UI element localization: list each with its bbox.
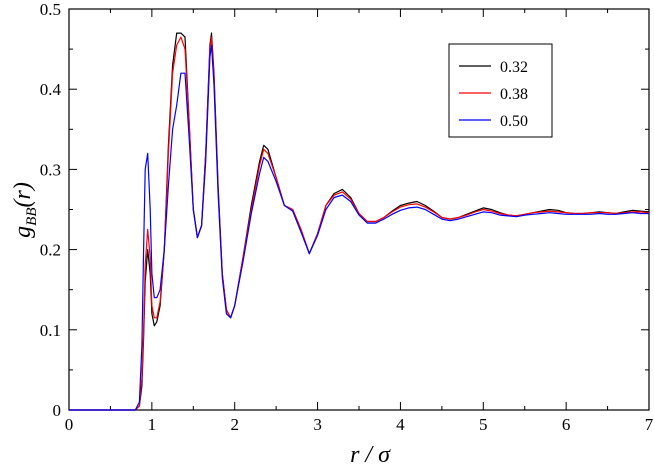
y-tick-label: 0.4 <box>40 80 62 99</box>
legend-label: 0.50 <box>500 113 528 130</box>
series-line-0_32 <box>69 32 650 411</box>
y-tick-label: 0 <box>53 401 62 420</box>
x-tick-label: 7 <box>645 415 654 434</box>
x-tick-label: 4 <box>396 415 405 434</box>
x-tick-label: 3 <box>313 415 322 434</box>
x-tick-label: 2 <box>230 415 239 434</box>
series-line-0_50 <box>69 44 649 411</box>
y-tick-label: 0.3 <box>40 160 61 179</box>
legend-box <box>448 43 553 138</box>
y-tick-label: 0.1 <box>40 321 61 340</box>
legend-label: 0.38 <box>500 86 528 103</box>
x-tick-label: 1 <box>148 415 157 434</box>
y-axis-label: gBB(r) <box>10 182 40 238</box>
y-tick-label: 0.5 <box>40 0 61 19</box>
legend-items: 0.32 0.38 0.50 <box>459 59 528 130</box>
series-line-0_38 <box>69 36 650 411</box>
legend: 0.32 0.38 0.50 <box>448 43 553 138</box>
legend-label: 0.32 <box>500 59 528 76</box>
x-axis-label: r / σ <box>350 442 391 467</box>
x-tick-label: 6 <box>562 415 571 434</box>
axis-ticks: 0 1 2 3 4 5 6 7 0 0.1 0.2 0.3 0.4 0.5 <box>40 0 654 434</box>
series-lines <box>69 32 650 411</box>
x-tick-label: 5 <box>479 415 488 434</box>
plot-frame <box>68 8 650 411</box>
y-tick-label: 0.2 <box>40 241 61 260</box>
x-tick-label: 0 <box>65 415 74 434</box>
